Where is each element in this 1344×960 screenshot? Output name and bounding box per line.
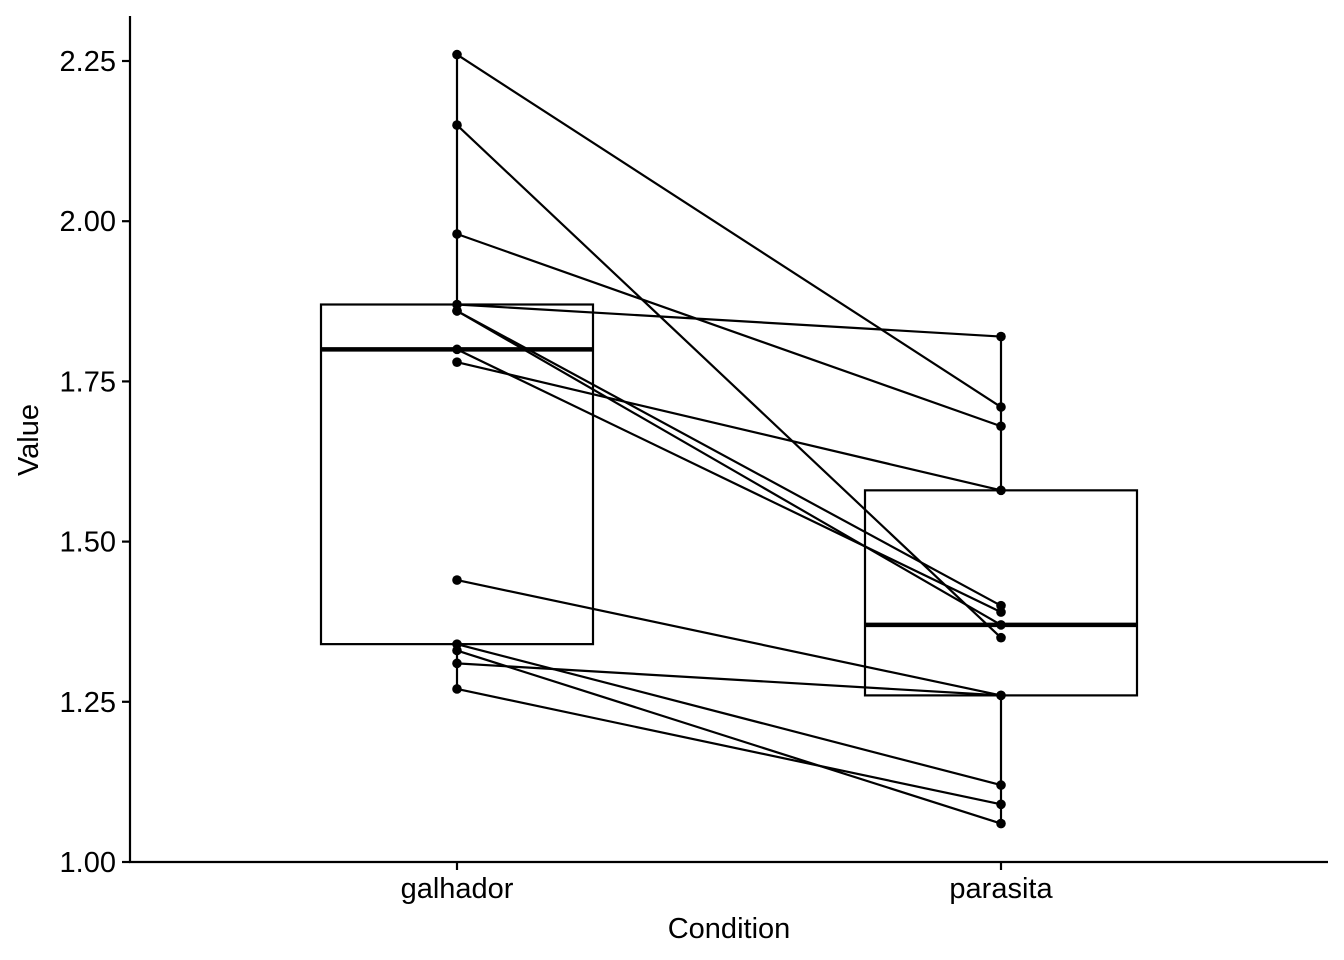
point-galhador-12 bbox=[452, 684, 462, 694]
pair-line-7 bbox=[456, 361, 1002, 492]
y-tick-label: 2.25 bbox=[60, 46, 116, 78]
point-parasita-5 bbox=[996, 620, 1006, 630]
point-galhador-11 bbox=[452, 658, 462, 669]
points-layer bbox=[452, 49, 1006, 829]
pair-line-0 bbox=[456, 53, 1002, 408]
y-tick-label: 1.50 bbox=[60, 527, 116, 559]
point-galhador-0 bbox=[452, 49, 462, 60]
point-galhador-7 bbox=[452, 357, 462, 367]
point-parasita-12 bbox=[996, 799, 1006, 810]
point-parasita-11 bbox=[996, 690, 1006, 701]
pair-lines-layer bbox=[456, 53, 1002, 825]
pair-line-2 bbox=[456, 232, 1002, 428]
point-parasita-10 bbox=[996, 818, 1006, 829]
pair-line-10 bbox=[456, 649, 1002, 825]
x-tick-label: parasita bbox=[949, 873, 1053, 905]
point-galhador-6 bbox=[452, 344, 462, 355]
pair-line-12 bbox=[456, 687, 1002, 806]
y-tick-label: 1.75 bbox=[60, 366, 116, 398]
point-galhador-2 bbox=[452, 229, 462, 239]
point-parasita-0 bbox=[996, 402, 1006, 412]
ticks-layer: 1.00 1.25 1.50 1.75 2.00 2.25 galhador parasita bbox=[60, 46, 1054, 905]
pair-line-5 bbox=[456, 309, 1002, 626]
point-parasita-6 bbox=[996, 607, 1006, 617]
point-parasita-9 bbox=[996, 780, 1006, 790]
point-galhador-5 bbox=[452, 306, 462, 316]
pair-line-4 bbox=[456, 309, 1002, 607]
x-tick-label: galhador bbox=[401, 873, 514, 905]
y-tick-label: 2.00 bbox=[60, 206, 116, 238]
point-parasita-2 bbox=[996, 421, 1006, 432]
box-galhador bbox=[319, 303, 595, 646]
point-galhador-10 bbox=[452, 645, 462, 656]
y-tick-label: 1.25 bbox=[60, 687, 116, 719]
pair-line-1 bbox=[456, 124, 1002, 639]
point-galhador-8 bbox=[452, 575, 462, 585]
box-parasita bbox=[863, 489, 1139, 697]
y-axis-title: Value bbox=[13, 404, 45, 476]
point-galhador-1 bbox=[452, 120, 462, 130]
boxes-layer bbox=[319, 54, 1139, 824]
point-parasita-3 bbox=[996, 331, 1006, 342]
y-tick-label: 1.00 bbox=[60, 847, 116, 879]
pair-line-8 bbox=[456, 578, 1002, 697]
pair-line-9 bbox=[456, 643, 1002, 787]
axes-layer bbox=[128, 16, 1328, 864]
pair-line-11 bbox=[456, 662, 1002, 697]
pair-line-3 bbox=[456, 303, 1002, 338]
point-parasita-1 bbox=[996, 632, 1006, 643]
x-axis-title: Condition bbox=[668, 913, 791, 945]
pair-line-6 bbox=[456, 348, 1002, 614]
point-parasita-7 bbox=[996, 485, 1006, 496]
